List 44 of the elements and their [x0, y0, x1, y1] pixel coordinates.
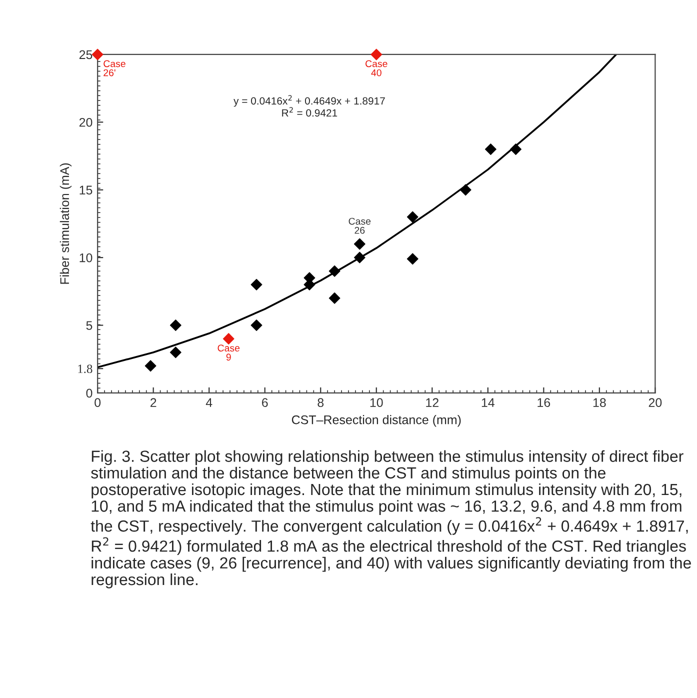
point — [328, 292, 340, 304]
point — [460, 184, 472, 196]
point — [250, 320, 262, 331]
point — [222, 333, 234, 345]
y-tick-label: 1.8 — [78, 364, 92, 374]
y-tick-label: 25 — [79, 50, 92, 60]
annotation: Case 26 — [348, 218, 371, 234]
line-series — [98, 54, 618, 368]
x-tick-label: 12 — [426, 398, 438, 407]
point — [250, 278, 262, 290]
y-tick-label: 10 — [80, 253, 92, 262]
point — [170, 320, 182, 331]
x-axis-title: CST–Resection distance (mm) — [292, 415, 461, 427]
annotation: y = 0.0416x$^{2}$ + 0.4649x + 1.8917 R$^{2}$ = 0.9421 — [234, 95, 385, 117]
x-tick-label: 20 — [648, 398, 662, 408]
y-tick-label: 15 — [80, 186, 92, 195]
x-tick-label: 4 — [206, 398, 212, 407]
point — [510, 144, 522, 155]
x-tick-label: 18 — [593, 398, 606, 408]
x-tick-label: 8 — [318, 398, 324, 408]
x-tick-label: 16 — [538, 398, 550, 408]
x-tick-label: 10 — [370, 398, 383, 408]
point — [354, 238, 366, 250]
point — [370, 48, 382, 60]
point — [484, 144, 496, 155]
annotation: Case 40 — [366, 60, 388, 76]
point — [92, 48, 104, 60]
x-tick-label: 14 — [482, 398, 494, 407]
point — [406, 211, 418, 223]
point — [354, 252, 366, 264]
point — [328, 265, 340, 277]
point — [144, 360, 156, 372]
y-tick-label: 0 — [86, 388, 92, 398]
annotation: Case 26' — [104, 60, 126, 76]
y-axis-title: Fiber stimulation (mA) — [60, 163, 72, 284]
text: Fig. 3. Scatter plot showing relationship between the stimulus intensity of direct fiber stimulation and the distance between the CST and stimulus points on the postoperative isotopic images. Note that the minimum stimulus intensity with 20, 15, 10, and 5 mA indicated that the stimulus point was ~ 16, 13.2, 9.6, and 4.8 mm from the CST, respectively. The convergent calculation (y = 0.0416x$^{2}$ + 0.4649x + 1.8917, R$^{2}$ = 0.9421) formulated 1.8 mA as the electrical threshold of the CST. Red triangles indicate cases (9, 26 [recurrence], and 40) with values significantly deviating from the regression line. — [90, 450, 691, 588]
y-tick-label: 5 — [86, 321, 92, 330]
x-tick-label: 0 — [94, 398, 101, 408]
x-tick-label: 6 — [262, 398, 268, 408]
annotation: Case 9 — [218, 344, 240, 361]
point — [170, 346, 182, 358]
y-tick-label: 20 — [79, 118, 92, 127]
x-tick-label: 2 — [150, 398, 156, 407]
point — [406, 253, 418, 265]
